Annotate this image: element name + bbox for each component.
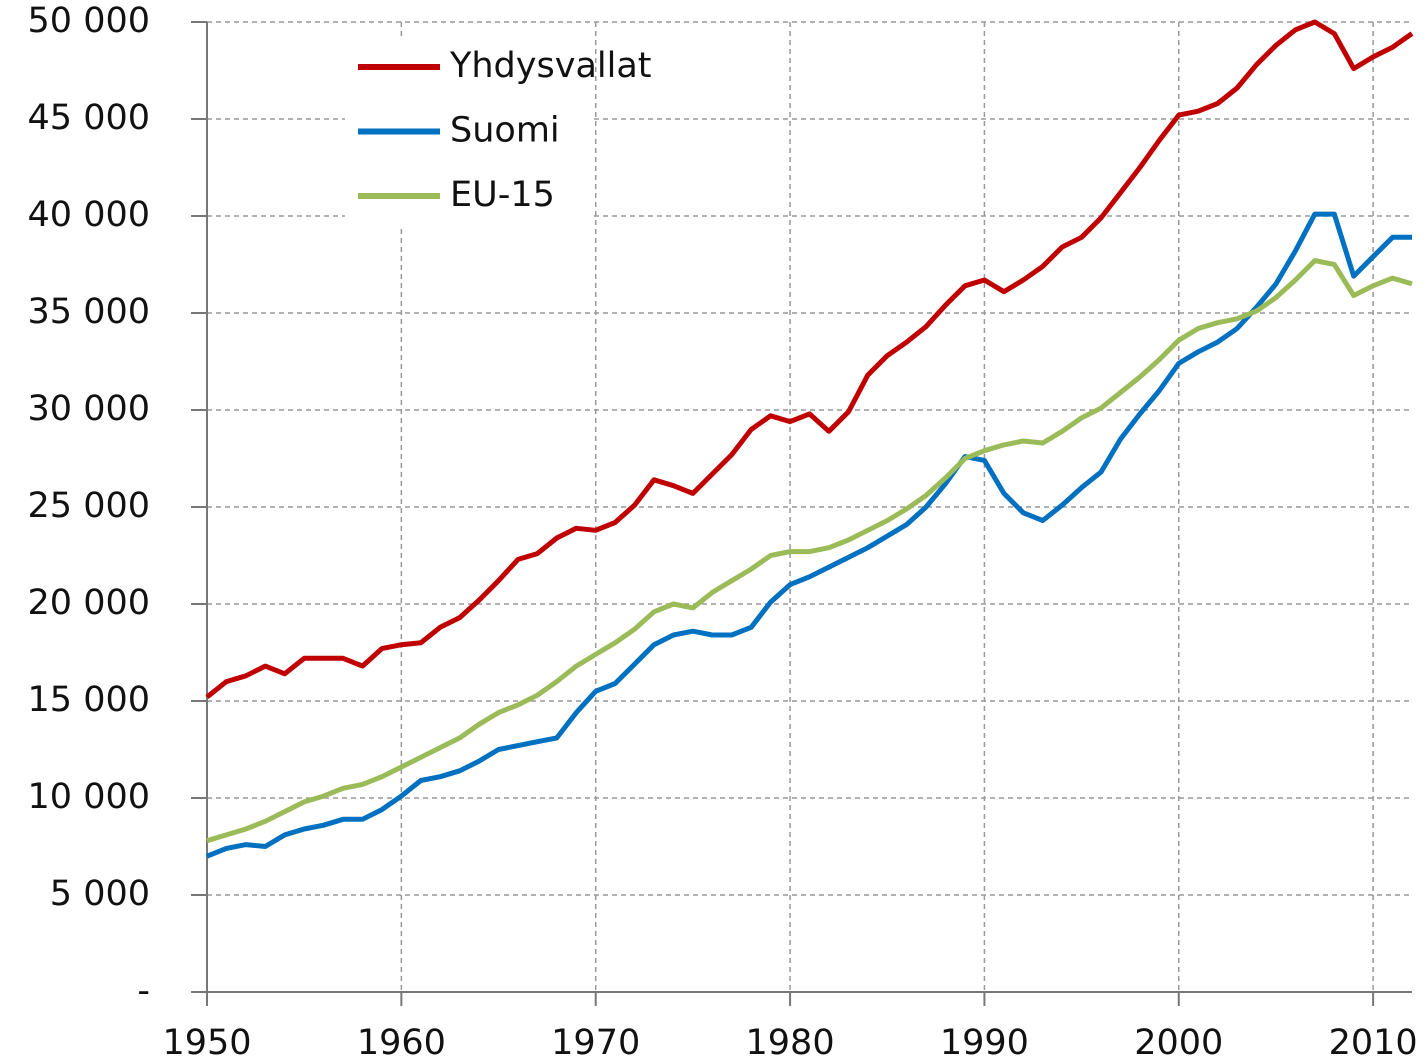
y-tick-label: 25 000 bbox=[28, 486, 150, 526]
y-tick-label: 10 000 bbox=[28, 777, 150, 817]
y-tick-label: 5 000 bbox=[50, 874, 150, 914]
x-tick-label: 2010 bbox=[1329, 1023, 1418, 1063]
x-tick-label: 1990 bbox=[940, 1023, 1029, 1063]
y-tick-label: 20 000 bbox=[28, 583, 150, 623]
x-tick-label: 1980 bbox=[746, 1023, 835, 1063]
legend-label: Suomi bbox=[450, 111, 560, 151]
x-tick-label: 1960 bbox=[357, 1023, 446, 1063]
x-tick-label: 2000 bbox=[1134, 1023, 1223, 1063]
legend-label: Yhdysvallat bbox=[449, 46, 652, 86]
y-tick-label: 45 000 bbox=[28, 98, 150, 138]
series-line bbox=[206, 211, 1412, 859]
x-tick-label: 1970 bbox=[551, 1023, 640, 1063]
y-tick-label: 30 000 bbox=[28, 389, 150, 429]
series-line bbox=[206, 258, 1413, 844]
y-tick-label: - bbox=[137, 971, 150, 1011]
legend-label: EU-15 bbox=[450, 175, 555, 215]
y-tick-label: 15 000 bbox=[28, 680, 150, 720]
series-line bbox=[205, 19, 1414, 700]
y-tick-label: 40 000 bbox=[28, 195, 150, 235]
x-tick-label: 1950 bbox=[162, 1023, 251, 1063]
y-tick-label: 50 000 bbox=[28, 1, 150, 41]
y-tick-label: 35 000 bbox=[28, 292, 150, 332]
